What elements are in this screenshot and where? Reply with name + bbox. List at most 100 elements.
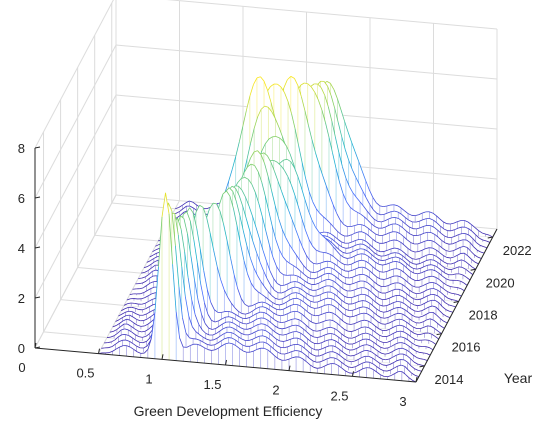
surface-mesh-segment (344, 302, 349, 305)
surface-mesh-segment (332, 204, 338, 214)
surface-mesh-segment (347, 360, 352, 363)
surface-mesh-segment (266, 307, 271, 311)
surface-mesh-segment (332, 312, 337, 316)
surface-mesh-segment (386, 204, 391, 207)
surface-mesh-segment (409, 324, 414, 328)
surface-mesh-segment (372, 299, 377, 303)
surface-mesh-segment (206, 217, 211, 233)
surface-mesh-segment (111, 339, 115, 343)
surface-mesh-segment (458, 226, 462, 229)
surface-mesh-segment (342, 193, 347, 203)
surface-mesh-segment (435, 270, 440, 274)
surface-mesh-segment (415, 214, 419, 217)
surface-mesh-segment (320, 231, 325, 234)
surface-mesh-segment (238, 126, 244, 142)
surface-mesh-segment (252, 337, 257, 340)
surface-mesh-segment (239, 321, 244, 324)
surface-mesh-segment (352, 308, 357, 311)
surface-mesh-segment (438, 272, 443, 277)
surface-mesh-segment (351, 268, 356, 271)
surface-mesh-segment (253, 116, 259, 129)
surface-mesh-segment (454, 260, 459, 264)
surface-mesh-segment (337, 230, 342, 235)
surface-mesh-segment (255, 306, 260, 310)
surface-mesh-segment (235, 188, 240, 196)
surface-mesh-segment (319, 251, 324, 253)
surface-mesh-segment (281, 191, 286, 202)
surface-mesh-segment (423, 289, 428, 293)
surface-mesh-segment (452, 248, 457, 252)
surface-mesh-segment (337, 266, 342, 270)
surface-mesh-segment (342, 282, 347, 285)
surface-mesh-segment (338, 272, 343, 277)
surface-mesh-segment (366, 210, 371, 216)
surface-mesh-segment (206, 338, 211, 341)
surface-mesh-segment (373, 252, 378, 256)
surface-mesh-segment (348, 270, 353, 272)
surface-mesh-segment (406, 355, 411, 359)
surface-mesh-segment (235, 201, 241, 216)
surface-mesh-segment (359, 306, 364, 308)
surface-mesh-segment (476, 249, 481, 253)
surface-mesh-segment (398, 312, 403, 315)
surface-mesh-segment (434, 336, 439, 340)
surface-mesh-segment (282, 301, 287, 305)
surface-mesh-segment (354, 260, 359, 263)
surface-mesh-segment (271, 322, 276, 327)
surface-mesh-segment (345, 370, 350, 374)
surface-mesh-segment (343, 288, 348, 292)
x-tick-label: 2 (272, 383, 279, 398)
surface-mesh-segment (268, 299, 273, 303)
surface-mesh-segment (307, 312, 312, 316)
surface-mesh-segment (381, 226, 386, 229)
surface-mesh-segment (267, 155, 272, 163)
surface-mesh-segment (212, 333, 217, 336)
surface-mesh-segment (363, 306, 367, 308)
surface-mesh-segment (378, 356, 383, 360)
surface-mesh-segment (333, 256, 338, 261)
surface-mesh-segment (475, 234, 480, 239)
surface-mesh-segment (285, 294, 290, 298)
surface-mesh-segment (303, 301, 308, 306)
surface-mesh-segment (450, 262, 455, 265)
surface-mesh-segment (255, 192, 260, 204)
surface-mesh-segment (116, 326, 121, 330)
surface-mesh-segment (347, 132, 353, 143)
surface-mesh-segment (370, 345, 375, 349)
surface-mesh-segment (299, 293, 304, 297)
y-tick (419, 365, 425, 368)
surface-mesh-segment (362, 266, 367, 269)
surface-mesh-segment (346, 323, 351, 325)
surface-mesh-segment (299, 325, 304, 330)
surface-mesh-segment (368, 256, 373, 260)
surface-mesh-segment (150, 313, 155, 317)
surface-mesh-segment (435, 249, 440, 253)
surface-mesh-segment (477, 256, 482, 259)
surface-mesh-segment (291, 113, 296, 129)
surface-mesh-segment (364, 253, 369, 257)
surface-mesh-segment (446, 257, 451, 259)
surface-mesh-segment (371, 322, 376, 327)
surface-mesh-segment (189, 200, 194, 203)
surface-mesh-segment (113, 329, 118, 332)
surface-mesh-segment (387, 340, 391, 343)
surface-mesh-segment (245, 317, 250, 319)
x-tick-label: 3 (399, 394, 406, 409)
surface-mesh-segment (377, 350, 382, 354)
surface-mesh-segment (416, 298, 421, 301)
surface-mesh-segment (355, 177, 360, 185)
surface-mesh-segment (405, 258, 410, 262)
surface-mesh-segment (367, 219, 372, 224)
surface-mesh-segment (350, 323, 355, 325)
surface-mesh-segment (428, 332, 432, 335)
surface-mesh-segment (447, 297, 452, 300)
surface-mesh-segment (418, 315, 423, 318)
surface-mesh-segment (125, 334, 130, 337)
surface-mesh-segment (426, 353, 431, 356)
surface-mesh-segment (211, 319, 216, 323)
surface-mesh-segment (368, 228, 373, 232)
surface-mesh-segment (445, 242, 450, 245)
surface-mesh-segment (361, 170, 367, 181)
surface-mesh-segment (286, 260, 291, 264)
surface-mesh-segment (322, 285, 327, 288)
